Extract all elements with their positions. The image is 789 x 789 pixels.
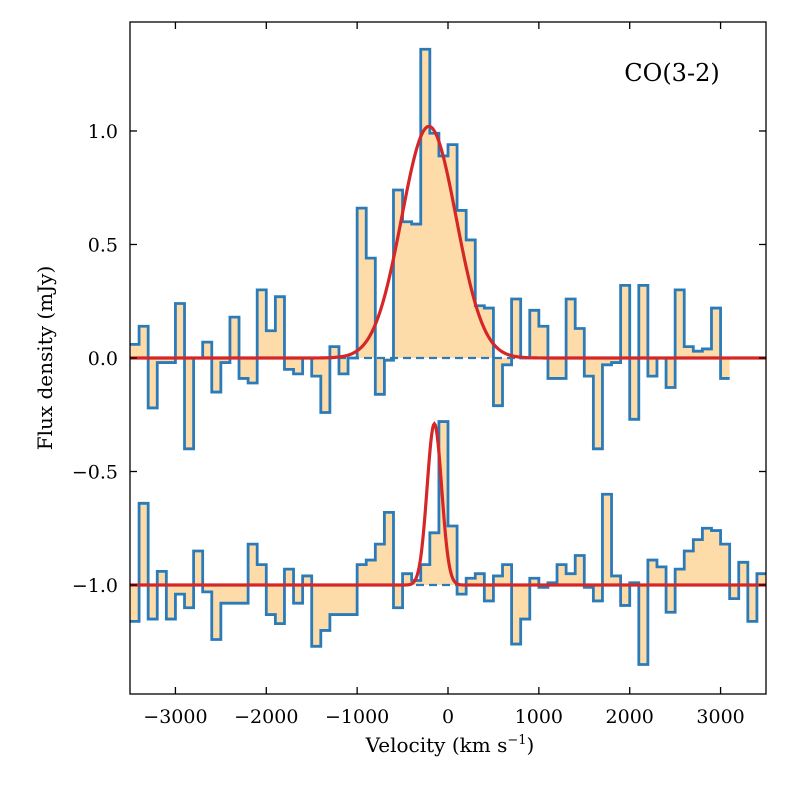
spectrum-fill-2	[130, 421, 766, 665]
x-axis-title-text: Velocity (km s	[365, 733, 508, 757]
tick-marks	[130, 22, 766, 694]
x-tick-label: −1000	[325, 706, 389, 728]
x-axis-title-close: )	[527, 733, 535, 757]
tick-labels: −3000 −2000 −1000 0 1000 2000 3000 −1.0 −0.5 0.0 0…	[72, 121, 745, 728]
spectrum-step-1	[130, 47, 730, 451]
spectrum-fill-1	[130, 49, 730, 449]
x-axis-title-exponent: −1	[507, 733, 526, 748]
line-annotation: CO(3-2)	[624, 59, 719, 87]
gaussian-fit-1	[130, 124, 766, 360]
x-tick-label: 0	[442, 706, 454, 728]
y-tick-label: 1.0	[88, 121, 118, 143]
y-tick-label: 0.0	[88, 348, 118, 370]
x-tick-label: −3000	[143, 706, 207, 728]
gaussian-fit-2	[130, 421, 766, 587]
y-tick-label: −0.5	[72, 462, 118, 484]
x-tick-label: 2000	[606, 706, 654, 728]
x-axis-title: Velocity (km s−1)	[365, 733, 535, 757]
x-tick-label: 1000	[515, 706, 563, 728]
y-tick-label: −1.0	[72, 575, 118, 597]
y-axis-title: Flux density (mJy)	[33, 266, 57, 451]
spectrum-step-2	[130, 420, 766, 666]
plot-area	[130, 47, 766, 666]
x-tick-label: 3000	[696, 706, 744, 728]
y-tick-label: 0.5	[88, 234, 118, 256]
x-tick-label: −2000	[234, 706, 298, 728]
